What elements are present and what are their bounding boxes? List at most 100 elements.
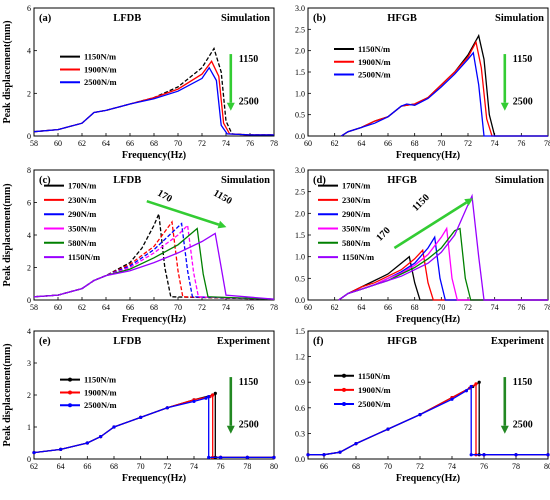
y-tick-label: 0.3 <box>295 429 305 438</box>
data-point-2 <box>464 389 468 393</box>
x-tick-label: 72 <box>198 303 206 312</box>
chart-panel-5: 66 68 70 72 74 76 78 80 0.0 0.3 0.6 0.9 1.2 1.5 Freque… <box>295 327 550 484</box>
plot-frame <box>33 7 275 137</box>
x-axis-label: Frequency(Hz) <box>122 150 186 161</box>
trend-arrowhead <box>217 220 227 229</box>
arrow-start-label: 170 <box>374 225 392 243</box>
x-tick-label: 58 <box>30 139 38 148</box>
legend-label: 1900N/m <box>358 385 391 395</box>
arrow-start-label: 1150 <box>513 54 532 65</box>
data-point-2 <box>272 455 276 459</box>
data-point-2 <box>112 425 116 429</box>
panel-title: LFDB <box>113 175 141 186</box>
panel-subtitle: Simulation <box>221 13 270 24</box>
legend-label: 2500N/m <box>84 77 117 87</box>
x-axis-label: Frequency(Hz) <box>396 150 460 161</box>
x-tick-label: 66 <box>384 303 392 312</box>
x-tick-label: 60 <box>304 139 312 148</box>
x-tick-label: 78 <box>512 462 520 471</box>
x-tick-label: 68 <box>411 139 419 148</box>
data-point-2 <box>59 447 63 451</box>
data-point-2 <box>139 415 143 419</box>
legend-label: 2500N/m <box>84 400 117 410</box>
data-point-2 <box>99 435 103 439</box>
data-point-2 <box>306 453 310 457</box>
data-point-2 <box>32 451 36 455</box>
x-tick-label: 64 <box>102 139 110 148</box>
series-line-2 <box>33 66 274 136</box>
x-tick-label: 70 <box>137 462 145 471</box>
y-tick-label: 2.5 <box>295 25 305 34</box>
legend-label: 1900N/m <box>84 387 117 397</box>
legend-label: 1150N/m <box>84 375 116 385</box>
legend-label: 170N/m <box>68 181 96 191</box>
x-tick-label: 62 <box>331 139 339 148</box>
panel-label: (c) <box>39 175 51 186</box>
y-axis-label: Peak displacement(mm) <box>2 183 13 286</box>
legend: 1150N/m 1900N/m 2500N/m <box>60 52 117 87</box>
y-tick-label: 2 <box>27 264 31 273</box>
plot-frame <box>307 7 549 137</box>
data-point-2 <box>482 453 486 457</box>
y-tick-label: 1.5 <box>295 231 305 240</box>
panel-title: LFDB <box>113 336 141 347</box>
data-point-2 <box>322 453 326 457</box>
trend-arrow <box>146 199 220 226</box>
trend-arrow <box>393 201 468 250</box>
y-tick-label: 6 <box>27 199 31 208</box>
x-tick-label: 70 <box>437 139 445 148</box>
x-tick-label: 80 <box>270 462 278 471</box>
arrow-end-label: 1150 <box>410 192 432 214</box>
series-line-1 <box>338 248 548 301</box>
y-tick-label: 0.0 <box>295 296 305 305</box>
y-tick-label: 0.9 <box>295 378 305 387</box>
y-tick-label: 2 <box>27 391 31 400</box>
x-tick-label: 72 <box>464 139 472 148</box>
y-tick-label: 1.5 <box>295 68 305 77</box>
x-tick-label: 74 <box>222 139 230 148</box>
x-tick-label: 58 <box>30 303 38 312</box>
x-tick-label: 66 <box>126 139 134 148</box>
data-point-2 <box>386 427 390 431</box>
legend-marker <box>68 403 72 408</box>
legend-label: 1150N/m <box>342 252 374 262</box>
legend: 170N/m 230N/m 290N/m 350N/m 580N/m 1150N/m <box>318 181 374 262</box>
data-point-2 <box>192 399 196 403</box>
legend-label: 230N/m <box>68 195 96 205</box>
legend-marker <box>68 377 72 382</box>
y-tick-label: 4 <box>27 47 31 56</box>
x-tick-label: 64 <box>357 139 365 148</box>
x-tick-label: 60 <box>54 139 62 148</box>
data-point-2 <box>245 455 249 459</box>
x-axis-label: Frequency(Hz) <box>122 314 186 325</box>
x-tick-label: 78 <box>544 303 550 312</box>
arrow-start-label: 170 <box>155 188 173 205</box>
trend-arrowhead <box>500 102 509 111</box>
data-point-1 <box>474 382 478 386</box>
series-line-5 <box>338 193 548 301</box>
y-tick-label: 0.5 <box>295 274 305 283</box>
x-tick-label: 70 <box>437 303 445 312</box>
panel-subtitle: Experiment <box>217 336 271 347</box>
y-tick-label: 1 <box>27 423 31 432</box>
legend-marker <box>342 387 346 392</box>
y-tick-label: 2.5 <box>295 188 305 197</box>
legend-label: 2500N/m <box>358 70 391 80</box>
y-tick-label: 8 <box>27 166 31 175</box>
data-point-2 <box>514 453 518 457</box>
x-tick-label: 64 <box>57 462 65 471</box>
plot-frame <box>307 330 549 460</box>
chart-panel-3: 60 62 64 66 68 70 72 74 76 78 0.0 0.5 1.0 1.5 2.0 2.5 3.… <box>295 166 550 325</box>
y-tick-label: 0.0 <box>295 132 305 141</box>
x-tick-label: 74 <box>222 303 230 312</box>
x-axis-label: Frequency(Hz) <box>396 473 460 484</box>
x-tick-label: 76 <box>217 462 225 471</box>
data-point-2 <box>338 450 342 454</box>
x-tick-label: 66 <box>320 462 328 471</box>
x-tick-label: 72 <box>198 139 206 148</box>
x-tick-label: 76 <box>480 462 488 471</box>
x-tick-label: 62 <box>78 139 86 148</box>
y-tick-label: 0.0 <box>295 455 305 464</box>
trend-arrowhead <box>464 198 474 206</box>
x-tick-label: 68 <box>411 303 419 312</box>
